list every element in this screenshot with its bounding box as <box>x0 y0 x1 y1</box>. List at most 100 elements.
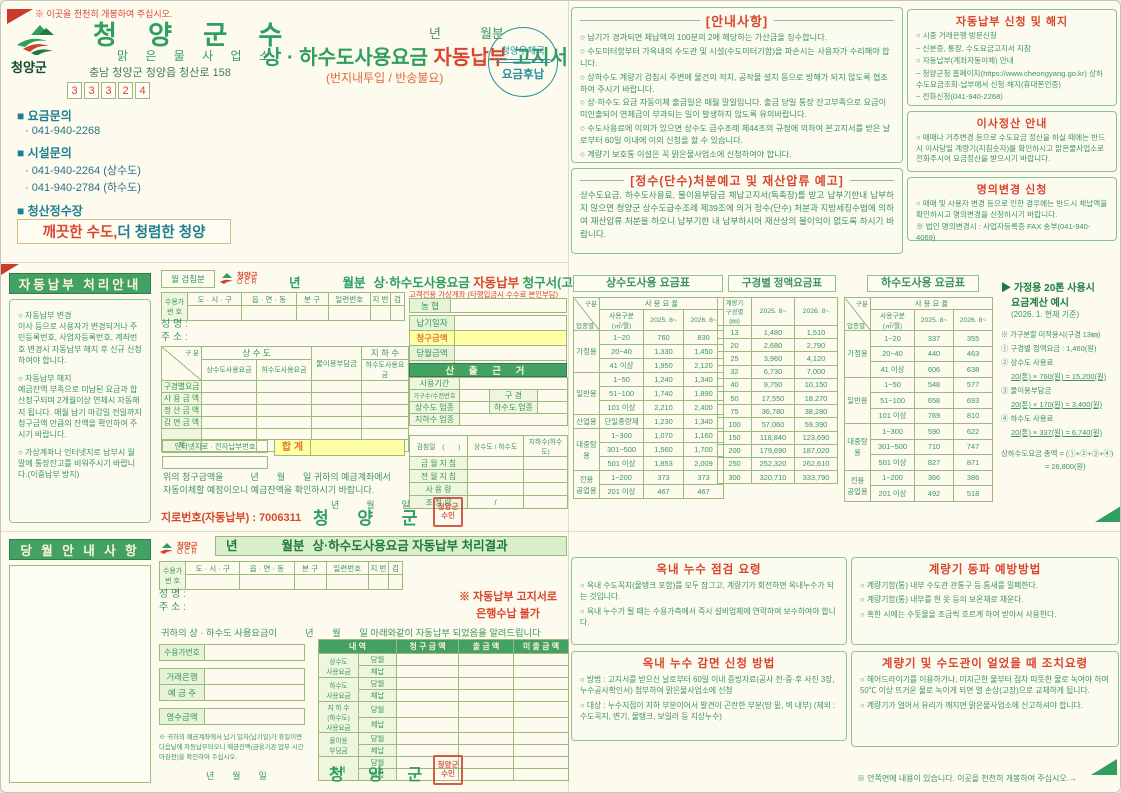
giro-number-field[interactable] <box>162 456 268 469</box>
rate-value: 32 <box>717 364 752 379</box>
meter-field <box>523 456 568 470</box>
list-line: ○ 혹한 시에는 수돗물을 조금씩 흐르게 하여 받아서 사용한다. <box>860 609 1057 619</box>
result-box-field[interactable] <box>204 644 305 661</box>
rate-value: 1,070 <box>643 428 684 443</box>
rate-value: 150 <box>717 430 752 445</box>
corner-arrow-icon <box>7 9 33 24</box>
calc-basis-table: 사용기간 가구수/수전번호 구 경 상수도 업종 하수도 업종 지하수 업종 <box>409 377 568 426</box>
rate-corner: 구분 업종별 <box>573 297 600 331</box>
contact-head: ■ 청산정수장 <box>17 204 83 218</box>
result-box-field[interactable] <box>204 668 305 685</box>
list-line: − 청양군청 홈페이지(https://www.cheongyang.go.kr… <box>916 68 1103 89</box>
rate-value: 810 <box>952 407 994 424</box>
contact-group: ■ 요금문의 · 041-940-2268 <box>17 107 141 137</box>
tip-box-leak-check: 옥내 누수 점검 요령 ○ 옥내 수도꼭지(물탱크 포함)를 모두 잠그고, 계… <box>571 557 847 645</box>
list-line: ○ 계량기함(통) 내부 수도관 관통구 등 틈새를 밀폐한다. <box>860 581 1038 590</box>
charge-field <box>361 392 409 405</box>
side-box-move: 이사정산 안내 ○ 매매나 거주변경 등으로 수도요금 정산을 하실 때에는 반… <box>907 111 1117 172</box>
claim-title-year: 년 <box>289 276 301 290</box>
list-line: − 신분증, 통장, 수도요금고지서 지참 <box>916 43 1031 53</box>
fold-line-horizontal-1 <box>1 262 568 263</box>
penalty-box: [정수(단수)처분예고 및 재산압류 예고] 상수도요금, 하수도사용료, 물이… <box>571 168 903 254</box>
postal-digit: 3 <box>84 82 99 99</box>
custno-header: 읍 · 면 · 동 <box>239 561 295 575</box>
contact-line: · 041-940-2784 (하수도) <box>25 182 141 194</box>
side-box-autopay: 자동납부 신청 및 해지 ○ 시중 거래은행 방문신청 − 신분증, 통장, 수도… <box>907 9 1117 106</box>
list-line: ○ 매매 및 사용자 변경 등으로 인한 경우에는 반드시 체납액을 확인하시고… <box>916 199 1108 219</box>
custno-field <box>241 305 297 321</box>
rate-value: 501 이상 <box>870 454 915 471</box>
rate-value: 467 <box>643 484 684 499</box>
rate-corner: 구분 업종별 <box>844 297 871 331</box>
example-line: 20(톤) × 337(원) = 6,740(원) <box>1011 428 1103 437</box>
rate-value: 1,230 <box>643 414 684 429</box>
charge-field <box>361 404 409 417</box>
slogan-box: 깨끗한 수도, 더 청렴한 청양 <box>17 219 231 244</box>
result-box-field[interactable] <box>204 708 305 725</box>
rate-value: 200 <box>717 443 752 458</box>
rate-value: 20~40 <box>599 344 644 359</box>
total-amount-field[interactable] <box>311 440 404 455</box>
side-box-namechange-title: 명의변경 신청 <box>976 184 1048 196</box>
result-field <box>458 732 515 745</box>
example-title-3: (2026. 1. 현재 기준) <box>1011 310 1080 319</box>
rate-value: 301~500 <box>599 442 644 457</box>
side-box-namechange-lines: ○ 매매 및 사용자 변경 등으로 인한 경우에는 반드시 체납액을 확인하시고… <box>916 199 1108 244</box>
custno-label: 수용가 번 호 <box>158 561 187 590</box>
amount-field[interactable] <box>454 345 567 361</box>
result-title-year: 년 <box>226 539 238 553</box>
result-box-field[interactable] <box>204 684 305 701</box>
result-fine-note: ※ 귀하의 예금계좌에서 납기 일자(납기일)가 휴일이면 다음날에 자동납부되… <box>159 734 304 761</box>
result-field <box>458 689 515 702</box>
cheongyang-logo-icon <box>13 23 71 60</box>
meter-row-label: 금 월 지 침 <box>409 456 468 470</box>
giro-number-label: 지로번호(자동납부) : 7006311 <box>161 512 302 524</box>
list-line: ○ 자동납부 변경 이사 등으로 사용자가 변경되거나 주민등록번호, 사업자등… <box>18 311 142 365</box>
amount-field[interactable] <box>454 330 567 346</box>
result-box-label: 예 금 주 <box>159 684 205 701</box>
rate-value: 590 <box>914 423 954 440</box>
tip-lines: ○ 옥내 수도꼭지(물탱크 포함)를 모두 잠그고, 계량기가 회전하면 옥내누… <box>580 580 838 628</box>
notice-items: ○ 납기가 경과되면 체납액의 100분의 2에 해당하는 가산금을 징수합니다… <box>580 32 894 161</box>
rate-value: 101 이상 <box>599 400 644 415</box>
custno-header: 분 구 <box>295 292 329 306</box>
charge-col-levy: 물이용부담금 <box>311 346 362 381</box>
result-sub-label: 체납 <box>357 665 398 678</box>
fold-line-horizontal-2 <box>1 531 1120 532</box>
charge-field <box>361 416 409 429</box>
amount-row: 납기일자 <box>409 315 567 331</box>
custno-header: 일련번호 <box>325 561 369 575</box>
result-field <box>513 701 570 718</box>
result-sub-label: 체납 <box>357 768 398 781</box>
rate-col-header: 2025. 8~ <box>914 309 954 331</box>
amount-field[interactable] <box>454 315 567 331</box>
rate-usage-header: 사 용 요 율 <box>869 297 994 310</box>
bank-account-field[interactable] <box>450 298 567 313</box>
tip-title: 옥내 누수 점검 요령 <box>656 564 762 576</box>
tip-box-freeze-fix: 계량기 및 수도관이 얼었을 때 조치요령 ○ 헤어드라이기를 이용하거나, 미… <box>851 651 1119 747</box>
calc-basis-header: 산 출 근 거 <box>409 363 567 377</box>
list-line: ○ 상하수도 계량기 검침시 주변에 물건의 적치, 공작물 설치 등으로 방해… <box>580 72 888 94</box>
charge-field <box>201 428 257 440</box>
result-field <box>513 677 570 690</box>
custno-field <box>325 574 369 590</box>
example-line: ① 구경별 정액요금 : 1,460(원) <box>1001 344 1097 353</box>
rate-value: 59,390 <box>794 417 838 432</box>
sender-title: 청 양 군 수 <box>93 20 295 50</box>
result-field <box>396 653 460 666</box>
tip-box-leak-reduction: 옥내 누수 감면 신청 방법 ○ 방법 : 고지서를 받으신 날로부터 60일 … <box>571 651 847 741</box>
sender-dept: 맑 은 물 사 업 소 <box>117 49 277 63</box>
charge-field <box>201 404 257 417</box>
rate-value: 577 <box>952 376 994 393</box>
meter-field <box>467 469 524 483</box>
rate-value: 622 <box>952 423 994 440</box>
rate-value: 366 <box>914 469 954 486</box>
rate-value: 100 <box>717 417 752 432</box>
result-group-label: 합 계 <box>318 756 359 781</box>
rate-col-header: 계량기 구경별 (㎜) <box>717 297 752 326</box>
sewer-rate-title: 하수도사용 요금표 <box>867 275 979 292</box>
result-org-name: 청 양 군 <box>329 767 433 784</box>
result-field <box>396 732 460 745</box>
